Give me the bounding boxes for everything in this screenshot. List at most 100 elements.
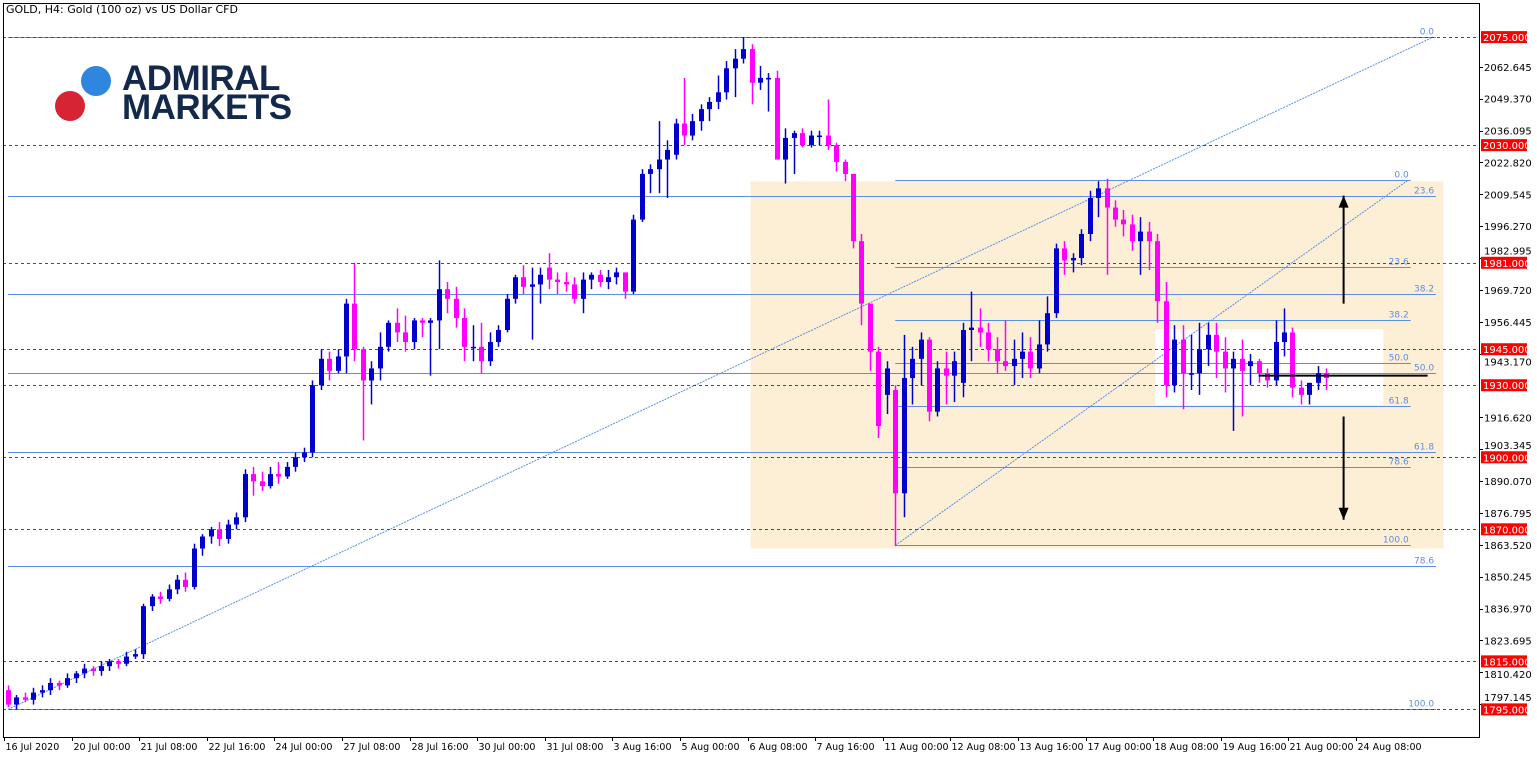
candle-bullish bbox=[192, 548, 197, 587]
candle-bearish bbox=[775, 77, 780, 160]
candle-bullish bbox=[1020, 351, 1025, 359]
candle-bullish bbox=[919, 339, 924, 359]
candle-bullish bbox=[1231, 358, 1236, 369]
candle-bullish bbox=[226, 524, 231, 539]
x-tick-label: 31 Jul 08:00 bbox=[547, 742, 604, 753]
candle-bullish bbox=[530, 284, 535, 287]
candle-bullish bbox=[496, 330, 501, 343]
candle-bearish bbox=[986, 332, 991, 350]
candle-bullish bbox=[792, 133, 797, 138]
candle-bearish bbox=[1121, 219, 1126, 225]
candle-bearish bbox=[361, 349, 366, 381]
candle-bullish bbox=[1282, 332, 1287, 343]
level-price-label: 1981.000 bbox=[1483, 259, 1531, 270]
y-tick-label: 1969.720 bbox=[1484, 286, 1532, 297]
candle-bullish bbox=[581, 279, 586, 299]
fib-level-label: 38.2 bbox=[1389, 311, 1409, 321]
candle-bullish bbox=[648, 169, 653, 174]
y-tick-label: 1890.070 bbox=[1484, 477, 1532, 488]
candle-bullish bbox=[48, 682, 53, 691]
candle-bullish bbox=[513, 277, 518, 299]
fib-level-label: 78.6 bbox=[1414, 557, 1434, 567]
candle-bearish bbox=[1214, 334, 1219, 352]
candle-bullish bbox=[293, 457, 298, 467]
y-tick-label: 1876.795 bbox=[1484, 509, 1532, 520]
level-price-tag bbox=[1481, 31, 1527, 44]
candle-bullish bbox=[902, 378, 907, 494]
candle-bearish bbox=[623, 272, 628, 292]
candle-bearish bbox=[1265, 373, 1270, 381]
candle-bearish bbox=[564, 282, 569, 285]
level-price-label: 1930.000 bbox=[1483, 381, 1531, 392]
candle-bearish bbox=[1130, 224, 1135, 242]
candle-bearish bbox=[851, 173, 856, 242]
candle-bullish bbox=[1096, 188, 1101, 198]
y-tick-label: 1916.620 bbox=[1484, 413, 1532, 424]
candle-bullish bbox=[606, 277, 611, 283]
candle-bearish bbox=[927, 339, 932, 412]
y-tick-label: 1823.695 bbox=[1484, 636, 1532, 647]
candle-bullish bbox=[665, 149, 670, 160]
candle-bearish bbox=[1181, 339, 1186, 374]
candle-bullish bbox=[733, 58, 738, 69]
fib-level-label: 0.0 bbox=[1420, 28, 1435, 38]
level-price-label: 1815.000 bbox=[1483, 657, 1531, 668]
candle-bullish bbox=[167, 589, 172, 599]
logo-text: ADMIRAL MARKETS bbox=[122, 61, 292, 125]
y-tick-label: 2062.645 bbox=[1484, 63, 1532, 74]
candle-bearish bbox=[1028, 351, 1033, 369]
candle-bearish bbox=[750, 49, 755, 83]
candle-bullish bbox=[74, 673, 79, 679]
candle-bearish bbox=[843, 161, 848, 174]
candle-bullish bbox=[378, 346, 383, 369]
x-tick-label: 16 Jul 2020 bbox=[6, 742, 60, 753]
candle-bearish bbox=[260, 481, 265, 487]
candle-bearish bbox=[1147, 231, 1152, 242]
candle-bearish bbox=[462, 318, 467, 347]
fib-level-label: 61.8 bbox=[1414, 443, 1434, 453]
y-tick-label: 2022.820 bbox=[1484, 158, 1532, 169]
logo-dots-icon bbox=[55, 66, 111, 121]
y-tick-label: 2049.370 bbox=[1484, 95, 1532, 106]
candle-bullish bbox=[1071, 257, 1076, 261]
candle-bullish bbox=[124, 656, 129, 664]
fib-level-label: 23.6 bbox=[1414, 187, 1434, 197]
candle-bearish bbox=[217, 529, 222, 539]
candle-bullish bbox=[302, 452, 307, 458]
candle-bullish bbox=[14, 697, 19, 705]
candle-bullish bbox=[285, 466, 290, 477]
candle-bullish bbox=[1274, 342, 1279, 381]
candle-bullish bbox=[1189, 373, 1194, 375]
candle-bullish bbox=[961, 330, 966, 383]
candle-bullish bbox=[505, 298, 510, 331]
candle-bullish bbox=[1045, 313, 1050, 345]
candle-bullish bbox=[200, 536, 205, 549]
candle-bearish bbox=[1299, 387, 1304, 395]
candle-bullish bbox=[209, 529, 214, 537]
candle-bullish bbox=[758, 77, 763, 83]
arrow-down-icon bbox=[1338, 507, 1349, 520]
candle-bearish bbox=[893, 390, 898, 494]
candle-bearish bbox=[978, 327, 983, 333]
fib-level-label: 100.0 bbox=[1408, 700, 1434, 710]
candle-bullish bbox=[150, 596, 155, 607]
candle-bullish bbox=[935, 368, 940, 412]
level-price-tag bbox=[1481, 139, 1527, 152]
candle-bullish bbox=[471, 346, 476, 349]
y-tick-label: 1982.995 bbox=[1484, 246, 1532, 257]
level-price-tag bbox=[1481, 379, 1527, 392]
candle-bullish bbox=[175, 579, 180, 590]
y-tick-label: 1943.170 bbox=[1484, 358, 1532, 369]
candle-bullish bbox=[1316, 373, 1321, 383]
x-tick-label: 12 Aug 08:00 bbox=[952, 742, 1016, 753]
x-tick-label: 18 Aug 08:00 bbox=[1155, 742, 1219, 753]
x-tick-label: 17 Aug 00:00 bbox=[1088, 742, 1152, 753]
candle-bearish bbox=[800, 133, 805, 146]
candle-bearish bbox=[57, 682, 62, 686]
candle-bullish bbox=[428, 320, 433, 323]
candle-bullish bbox=[82, 668, 87, 674]
fib-level-label: 61.8 bbox=[1389, 397, 1409, 407]
candle-bullish bbox=[1079, 233, 1084, 258]
candle-bearish bbox=[445, 289, 450, 299]
